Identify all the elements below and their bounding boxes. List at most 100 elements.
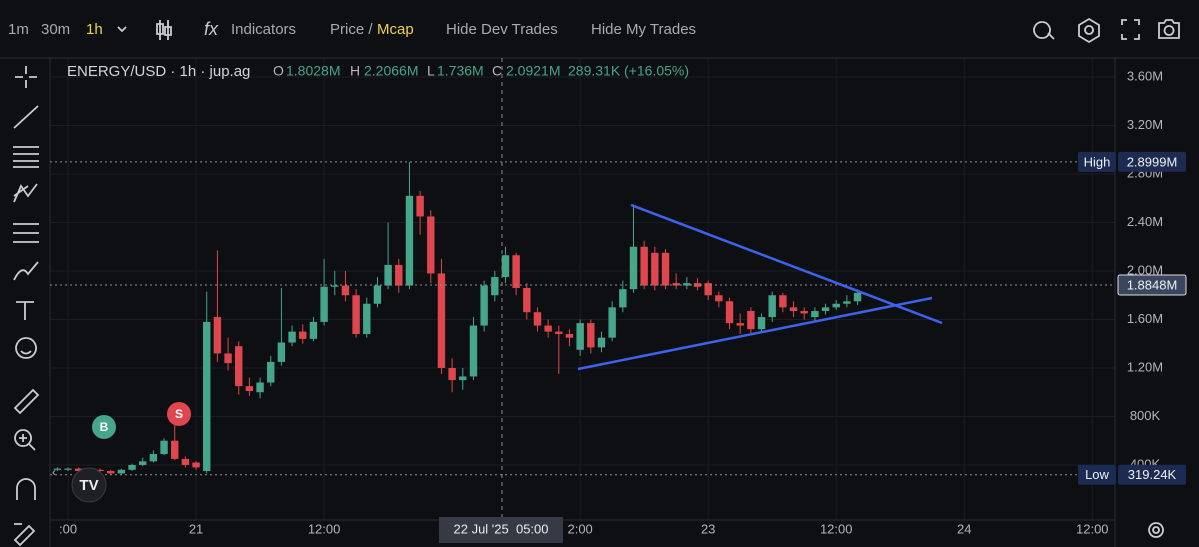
candle-body [619, 289, 627, 308]
candle-body [651, 252, 659, 286]
magnet-tool[interactable] [16, 478, 36, 500]
y-tick-label: 1.20M [1127, 359, 1163, 374]
candle-body [459, 376, 467, 381]
candle-body [672, 283, 680, 286]
candle-body [789, 307, 798, 312]
level-value-label: 1.8848M [1127, 277, 1178, 292]
lock-tool[interactable] [13, 523, 36, 547]
candle-body [416, 195, 424, 217]
screenshot-icon[interactable] [1158, 19, 1180, 39]
candle-body [96, 469, 104, 472]
ohlc-legend: O 1.8028M H 2.2066M L 1.736M C 2.0921M 289.31K (… [273, 63, 689, 79]
candle-body [565, 334, 574, 338]
candle-body [747, 311, 755, 330]
candle-body [523, 287, 531, 313]
candle-body [640, 246, 648, 286]
candle-body [128, 464, 136, 470]
trendline-drawing[interactable] [577, 296, 933, 371]
y-tick-label: 3.60M [1127, 68, 1163, 83]
level-value-box [1117, 274, 1187, 296]
zoom-tool[interactable] [14, 429, 36, 451]
crosshair-time-label: 22 Jul '25 05:00 [454, 521, 549, 536]
fullscreen-icon[interactable] [1121, 19, 1140, 40]
x-tick-label: 21 [189, 521, 203, 536]
candle-body [171, 440, 179, 459]
legend-c-label: C [492, 63, 502, 79]
chart-type-icon[interactable] [156, 20, 172, 40]
candle-body [779, 295, 787, 308]
candle-body [267, 361, 275, 383]
candle-body [309, 321, 318, 339]
y-tick-label: 800K [1130, 408, 1161, 423]
candle-body [448, 367, 456, 381]
alert-icon[interactable] [1033, 21, 1055, 40]
crosshair-time-box [439, 517, 563, 543]
trendline-tool[interactable] [13, 105, 39, 129]
candle-body [320, 286, 328, 322]
fib-tool[interactable] [13, 146, 39, 168]
projection-tool[interactable] [13, 223, 39, 243]
trendline-drawing[interactable] [630, 203, 943, 325]
candle-body [555, 331, 563, 335]
axis-settings-icon[interactable] [1148, 522, 1164, 538]
level-value-box [1118, 151, 1186, 172]
x-tick-label: 12:00 [820, 521, 853, 536]
candle-body [683, 283, 691, 286]
legend-l: 1.736M [437, 63, 484, 79]
price-toggle[interactable]: Price / [330, 21, 373, 38]
interval[interactable]: 1m [8, 21, 29, 38]
emoji-tool[interactable] [15, 337, 37, 359]
dropdown-icon[interactable] [117, 26, 127, 33]
ruler-tool[interactable] [13, 388, 40, 415]
settings-icon[interactable] [1078, 17, 1100, 44]
candle-body [661, 252, 670, 286]
candle-body [544, 325, 552, 332]
mcap-toggle[interactable]: Mcap [377, 21, 414, 38]
candle-body [203, 321, 211, 472]
candle-body [480, 285, 488, 326]
candle-body [395, 264, 403, 286]
candle-body [608, 307, 616, 338]
candle-body [341, 285, 350, 296]
crosshair-tool[interactable] [15, 66, 37, 88]
grid [50, 58, 1115, 520]
candle-body [352, 295, 360, 335]
x-tick-label: :00 [59, 521, 77, 536]
candle-body [437, 273, 446, 368]
legend-change: 289.31K (+16.05%) [568, 63, 689, 79]
candle-body [597, 337, 606, 348]
candle-body [629, 246, 638, 290]
candle-body [811, 311, 819, 318]
hide-my-trades[interactable]: Hide My Trades [591, 21, 696, 38]
candle-body [245, 386, 254, 392]
candle-body [224, 353, 232, 364]
collapse-arrow[interactable]: ‹ [52, 465, 56, 479]
text-tool[interactable] [16, 301, 34, 320]
indicators-button[interactable]: Indicators [231, 21, 296, 38]
level-value-label: 319.24K [1128, 467, 1177, 482]
pattern-tool[interactable] [13, 183, 38, 203]
candle-body [181, 458, 190, 465]
buy-marker-label: B [100, 420, 109, 434]
hide-dev-trades[interactable]: Hide Dev Trades [446, 21, 558, 38]
level-name-label: Low [1085, 467, 1109, 482]
sell-marker-label: S [175, 407, 183, 421]
candle-body [331, 285, 339, 287]
fx-icon[interactable]: fx [204, 19, 219, 39]
candle-body [139, 461, 147, 465]
candle-body [373, 285, 382, 304]
legend-o: 1.8028M [286, 63, 340, 79]
candle-body [821, 307, 830, 312]
interval[interactable]: 30m [41, 21, 70, 38]
candle-body [512, 255, 520, 288]
buy-marker[interactable] [92, 415, 116, 439]
sell-marker[interactable] [167, 402, 191, 426]
interval[interactable]: 1h [86, 21, 103, 38]
legend-h-label: H [350, 63, 360, 79]
legend-o-label: O [273, 63, 284, 79]
brush-tool[interactable] [13, 261, 39, 281]
legend-c: 2.0921M [506, 63, 560, 79]
candle-body [843, 301, 851, 304]
candle-body [800, 311, 808, 314]
